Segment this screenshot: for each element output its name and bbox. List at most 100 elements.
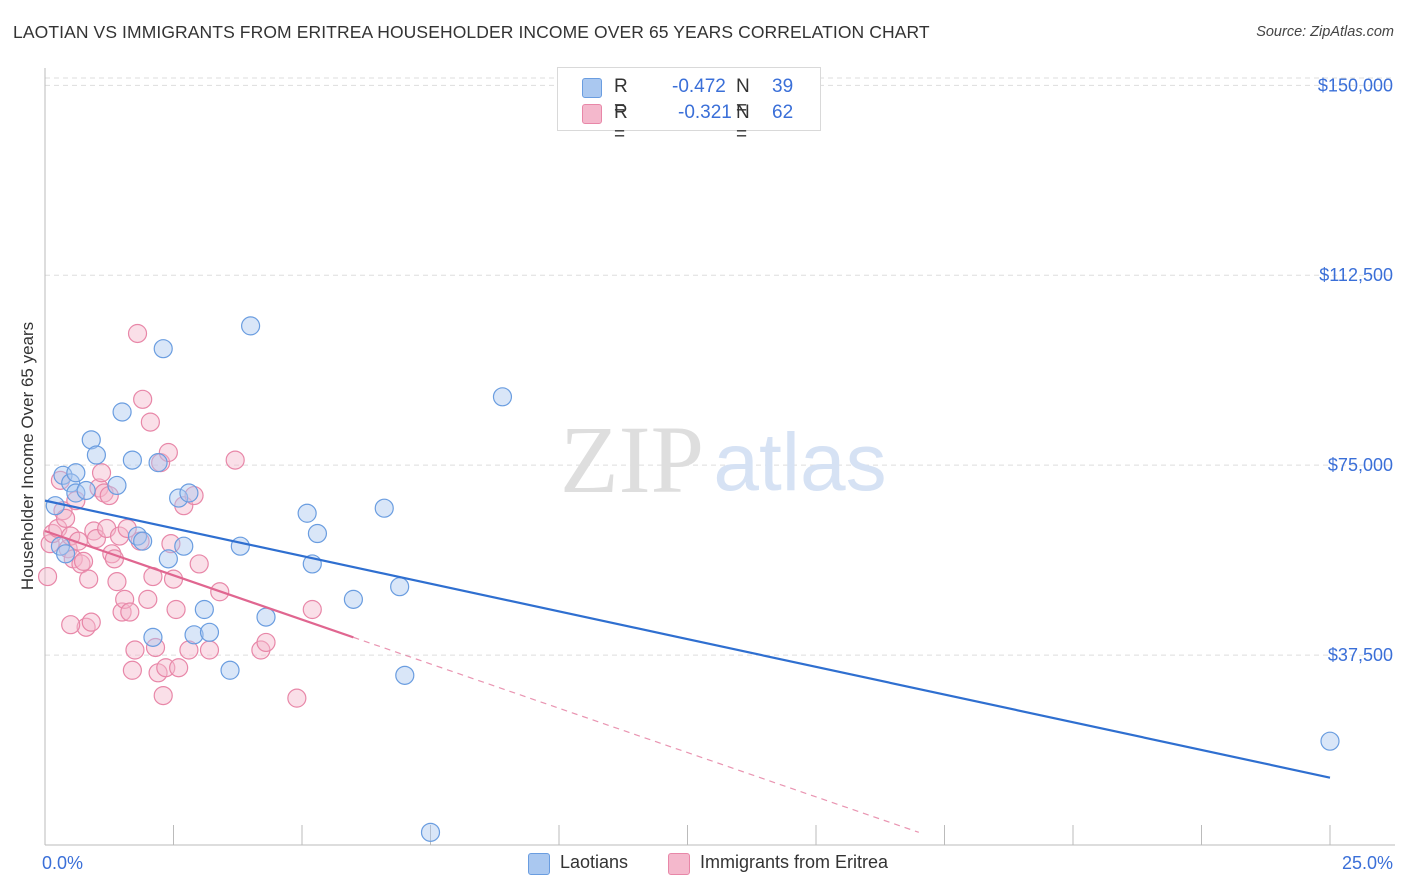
laotian-point bbox=[61, 473, 81, 493]
eritrea-point bbox=[99, 485, 119, 506]
n-label: N = bbox=[736, 76, 750, 119]
laotian-point bbox=[343, 589, 363, 609]
eritrea-point bbox=[225, 450, 245, 470]
correlation-legend: R = -0.472 N = 39 R = -0.321 N = 62 bbox=[557, 67, 821, 145]
tick-labels: $37,500 $75,000 $112,500 $150,000 0.0% 25.0% bbox=[42, 75, 1393, 873]
laotian-point bbox=[148, 453, 168, 473]
eritrea-point bbox=[61, 615, 81, 635]
eritrea-point bbox=[169, 658, 189, 678]
eritrea-point bbox=[138, 589, 158, 609]
n-label: N = bbox=[736, 102, 750, 145]
laotian-point bbox=[1320, 731, 1340, 751]
eritrea-point bbox=[107, 572, 127, 592]
laotian-point bbox=[199, 622, 220, 642]
eritrea-point bbox=[133, 389, 153, 409]
x-tick-label-start: 0.0% bbox=[42, 853, 83, 873]
watermark-atlas: atlas bbox=[713, 417, 886, 508]
eritrea-points bbox=[37, 323, 322, 708]
laotian-point bbox=[122, 450, 142, 470]
laotian-point bbox=[241, 316, 261, 336]
eritrea-point bbox=[37, 566, 58, 587]
y-tick-label: $37,500 bbox=[1328, 645, 1393, 665]
laotian-point bbox=[390, 577, 410, 597]
eritrea-point bbox=[66, 491, 86, 511]
eritrea-trend-extrapolation bbox=[353, 636, 919, 833]
legend-swatch-pink bbox=[582, 104, 602, 124]
laotian-point bbox=[174, 536, 194, 556]
laotian-point bbox=[81, 430, 101, 450]
eritrea-point bbox=[91, 463, 112, 483]
laotian-point bbox=[133, 531, 153, 551]
r-value: -0.321 bbox=[678, 102, 732, 123]
n-value: 62 bbox=[772, 102, 794, 123]
eritrea-point bbox=[55, 508, 76, 528]
laotian-point bbox=[107, 475, 127, 496]
laotian-point bbox=[112, 402, 132, 422]
laotian-point bbox=[143, 627, 163, 647]
eritrea-trend-line bbox=[44, 529, 354, 639]
laotian-point bbox=[76, 480, 96, 501]
laotian-point bbox=[86, 445, 107, 465]
laotian-trend-line bbox=[44, 499, 1331, 779]
eritrea-point bbox=[125, 640, 145, 660]
eritrea-point bbox=[115, 589, 135, 609]
eritrea-point bbox=[81, 612, 101, 632]
laotian-point bbox=[492, 387, 513, 407]
laotian-points bbox=[45, 316, 1340, 842]
laotian-point bbox=[45, 496, 65, 516]
laotian-point bbox=[194, 599, 214, 620]
eritrea-point bbox=[199, 640, 220, 660]
laotian-point bbox=[374, 498, 394, 518]
y-tick-label: $112,500 bbox=[1319, 265, 1393, 285]
laotian-point bbox=[55, 544, 76, 564]
r-value: -0.472 bbox=[672, 76, 726, 97]
eritrea-point bbox=[179, 640, 199, 660]
laotian-point bbox=[179, 483, 199, 503]
legend-swatch-blue bbox=[582, 78, 602, 98]
laotian-point bbox=[153, 339, 173, 359]
laotian-point bbox=[420, 822, 441, 842]
legend-label: Laotians bbox=[560, 852, 629, 872]
eritrea-point bbox=[112, 602, 132, 622]
eritrea-point bbox=[122, 660, 142, 680]
laotian-point bbox=[230, 536, 250, 556]
laotian-point bbox=[169, 488, 189, 508]
n-value: 39 bbox=[772, 76, 794, 97]
y-tick-label: $150,000 bbox=[1318, 75, 1393, 95]
source-label: Source: ZipAtlas.com bbox=[1256, 24, 1394, 40]
eritrea-point bbox=[140, 412, 160, 432]
axes bbox=[44, 68, 1395, 846]
eritrea-point bbox=[184, 485, 204, 506]
laotian-point bbox=[184, 625, 204, 645]
laotian-point bbox=[307, 523, 328, 544]
r-label: R = bbox=[614, 102, 628, 145]
laotian-point bbox=[256, 607, 276, 627]
laotian-point bbox=[158, 549, 178, 569]
eritrea-point bbox=[287, 688, 307, 708]
chart-title: LAOTIAN VS IMMIGRANTS FROM ERITREA HOUSE… bbox=[13, 22, 930, 42]
laotian-point bbox=[66, 463, 86, 483]
legend-swatch-blue bbox=[528, 853, 550, 875]
laotian-point bbox=[395, 665, 415, 685]
eritrea-point bbox=[79, 569, 99, 589]
eritrea-point bbox=[158, 442, 178, 463]
eritrea-point bbox=[127, 323, 148, 344]
y-tick-label: $75,000 bbox=[1328, 455, 1393, 475]
watermark: ZIP atlas bbox=[560, 406, 887, 513]
trend-lines bbox=[44, 499, 1331, 833]
eritrea-point bbox=[73, 551, 94, 571]
legend-label: Immigrants from Eritrea bbox=[700, 852, 889, 872]
r-label: R = bbox=[614, 76, 628, 119]
eritrea-point bbox=[153, 685, 173, 706]
gridlines bbox=[45, 77, 1395, 656]
x-tick-label-end: 25.0% bbox=[1342, 853, 1393, 873]
legend-swatch-pink bbox=[668, 853, 690, 875]
laotian-point bbox=[220, 660, 240, 680]
eritrea-point bbox=[256, 632, 276, 653]
watermark-zip: ZIP bbox=[560, 406, 704, 513]
eritrea-point bbox=[166, 599, 186, 620]
eritrea-point bbox=[71, 554, 91, 574]
eritrea-point bbox=[189, 554, 209, 574]
eritrea-point bbox=[120, 602, 140, 622]
